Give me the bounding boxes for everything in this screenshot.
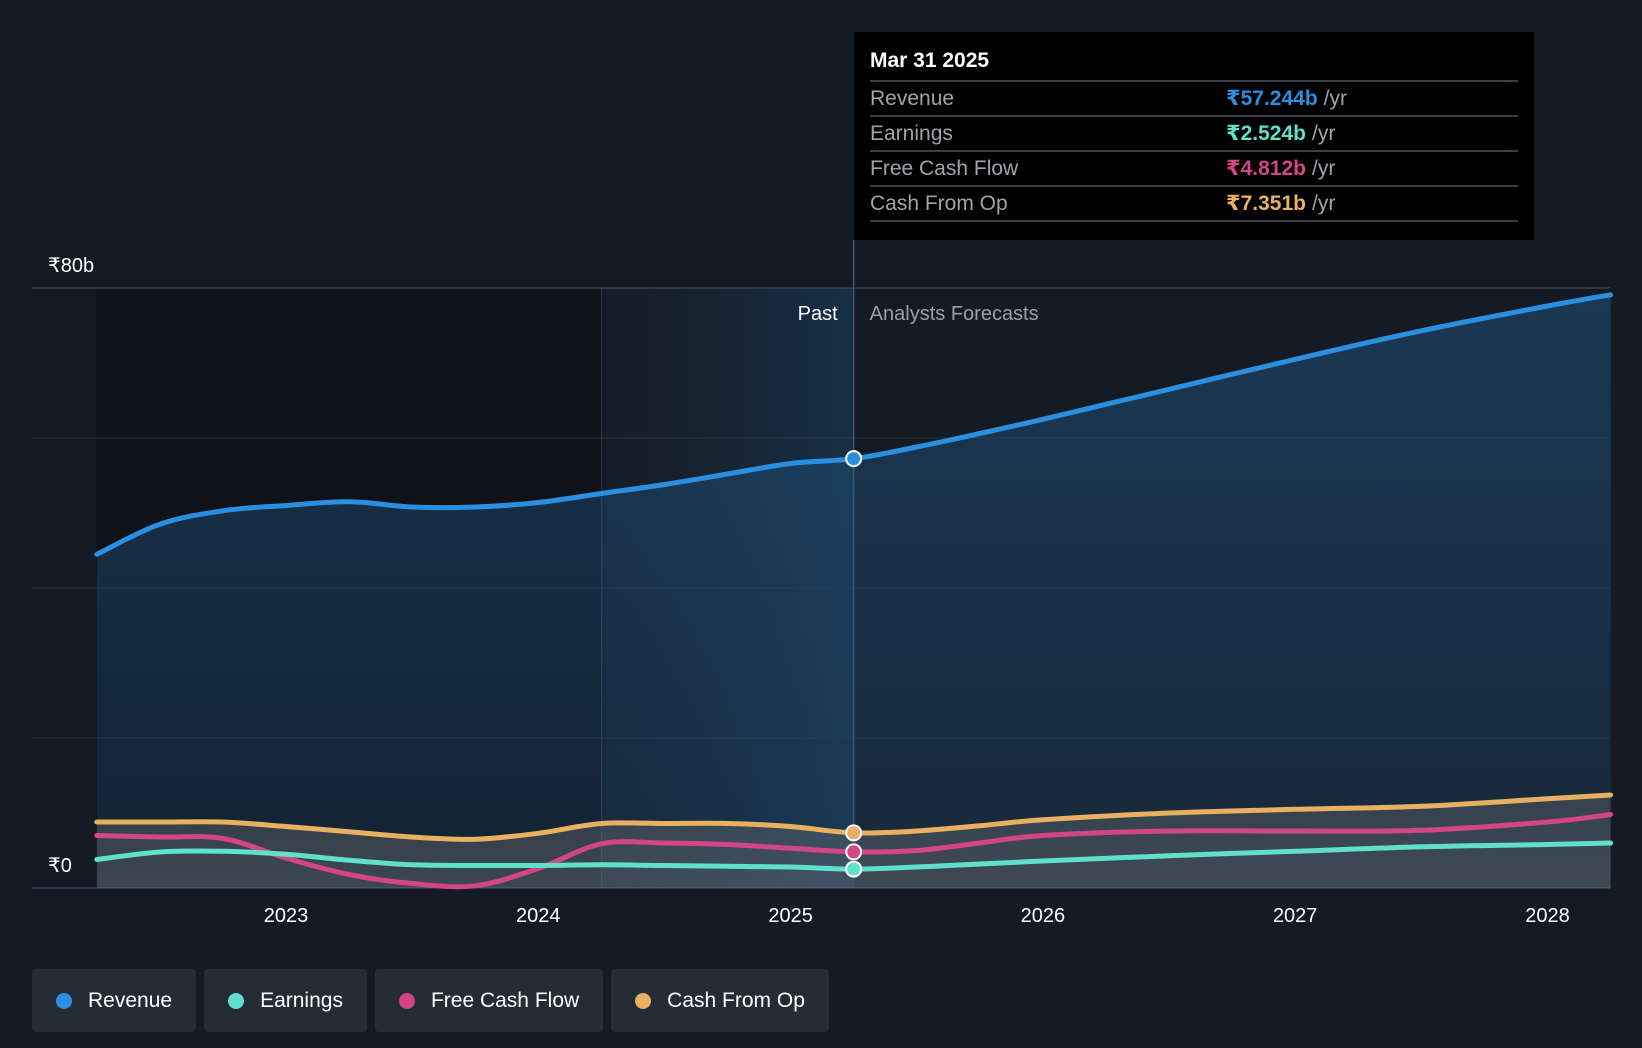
tooltip-value: ₹4.812b xyxy=(1226,157,1306,180)
tooltip-label: Earnings xyxy=(870,122,953,145)
legend-item-earnings[interactable]: Earnings xyxy=(204,969,367,1032)
revenue-line xyxy=(94,292,1614,557)
tooltip-label: Cash From Op xyxy=(870,192,1008,215)
tooltip-row-earnings: Earnings ₹2.524b /yr xyxy=(870,117,1518,152)
legend-item-free-cash-flow[interactable]: Free Cash Flow xyxy=(374,969,604,1032)
y-axis-bottom-label: ₹0 xyxy=(48,855,72,877)
tooltip-row-free-cash-flow: Free Cash Flow ₹4.812b /yr xyxy=(870,152,1518,187)
revenue-marker xyxy=(845,450,863,468)
free-cash-flow-line xyxy=(94,812,1614,890)
tooltip-row-revenue: Revenue ₹57.244b /yr xyxy=(870,82,1518,117)
cash-from-op-line xyxy=(94,792,1614,842)
forecast-label: Analysts Forecasts xyxy=(870,303,1039,325)
x-tick-label: 2028 xyxy=(1525,905,1570,927)
earnings-dot-icon xyxy=(228,992,245,1009)
tooltip-value: ₹57.244b xyxy=(1226,87,1318,110)
legend-label: Cash From Op xyxy=(667,988,805,1012)
tooltip-value: ₹7.351b xyxy=(1226,192,1306,215)
legend-label: Free Cash Flow xyxy=(430,988,580,1012)
tooltip: Mar 31 2025 Revenue ₹57.244b /yr Earning… xyxy=(854,32,1534,240)
free-cash-flow-marker xyxy=(845,843,863,861)
legend-item-cash-from-op[interactable]: Cash From Op xyxy=(611,969,829,1032)
cash-from-op-marker xyxy=(845,824,863,842)
tooltip-date: Mar 31 2025 xyxy=(870,46,1518,82)
tooltip-unit: /yr xyxy=(1312,192,1336,215)
tooltip-label: Revenue xyxy=(870,87,955,110)
past-label: Past xyxy=(798,303,838,325)
tooltip-unit: /yr xyxy=(1312,122,1336,145)
x-tick-label: 2023 xyxy=(264,905,309,927)
cash-from-op-dot-icon xyxy=(635,992,652,1009)
legend-label: Revenue xyxy=(88,988,173,1012)
earnings-marker xyxy=(845,860,863,878)
tooltip-unit: /yr xyxy=(1312,157,1336,180)
tooltip-value: ₹2.524b xyxy=(1226,122,1306,145)
legend-item-revenue[interactable]: Revenue xyxy=(32,969,197,1032)
y-axis-top-label: ₹80b xyxy=(48,255,94,277)
free-cash-flow-dot-icon xyxy=(398,992,415,1009)
x-tick-label: 2025 xyxy=(768,905,813,927)
x-tick-label: 2027 xyxy=(1273,905,1318,927)
legend-label: Earnings xyxy=(260,988,343,1012)
x-tick-label: 2024 xyxy=(516,905,561,927)
revenue-dot-icon xyxy=(56,992,72,1009)
tooltip-unit: /yr xyxy=(1323,87,1347,110)
x-tick-label: 2026 xyxy=(1021,905,1066,927)
legend: Revenue Earnings Free Cash Flow Cash Fro… xyxy=(32,969,829,1032)
tooltip-label: Free Cash Flow xyxy=(870,157,1019,180)
earnings-line xyxy=(94,840,1614,872)
tooltip-row-cash-from-op: Cash From Op ₹7.351b /yr xyxy=(870,187,1518,222)
